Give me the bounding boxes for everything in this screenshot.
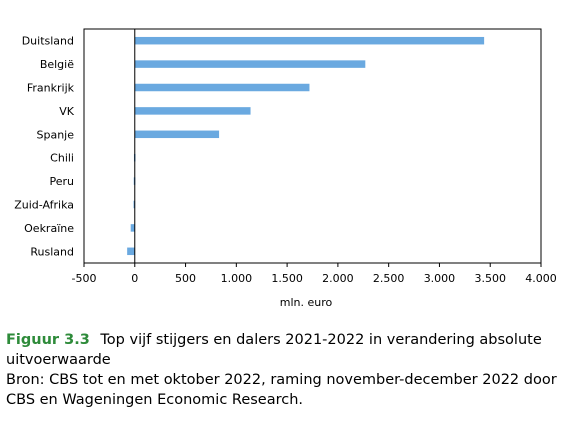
x-tick-label: 1.000: [221, 272, 253, 285]
category-label: Duitsland: [22, 35, 74, 48]
bar-duitsland: [134, 36, 485, 45]
category-label: Rusland: [30, 245, 74, 258]
bar-rusland: [127, 247, 135, 256]
x-tick-label: 3.500: [474, 272, 506, 285]
figure-caption: Figuur 3.3 Top vijf stijgers en dalers 2…: [6, 330, 566, 410]
bar-belgië: [134, 60, 366, 68]
x-tick-label: 1.500: [271, 272, 303, 285]
bar-spanje: [134, 130, 220, 139]
figure-source: Bron: CBS tot en met oktober 2022, ramin…: [6, 372, 557, 408]
x-axis-label: mln. euro: [280, 296, 333, 309]
figure-label: Figuur 3.3: [6, 332, 90, 348]
category-label: Oekraïne: [24, 222, 74, 235]
bar-frankrijk: [134, 83, 310, 92]
category-label: Zuid-Afrika: [14, 199, 74, 212]
category-label: Chili: [50, 152, 74, 165]
bar-oekraïne: [130, 224, 135, 232]
x-tick-label: 3.000: [424, 272, 456, 285]
x-tick-label: 0: [131, 272, 138, 285]
x-tick-label: -500: [72, 272, 97, 285]
figure-title: Top vijf stijgers en dalers 2021-2022 in…: [6, 332, 542, 368]
category-label: VK: [59, 105, 75, 118]
category-label: Frankrijk: [27, 82, 75, 95]
plot-frame: [83, 28, 542, 264]
caption-title-line: Figuur 3.3 Top vijf stijgers en dalers 2…: [6, 330, 566, 370]
x-tick-label: 4.000: [525, 272, 557, 285]
category-label: Spanje: [36, 128, 74, 141]
bar-chart: Duitsland België Frankrijk VK Spanje Chili Per…: [14, 28, 557, 309]
x-tick-label: 2.000: [322, 272, 354, 285]
x-tick-label: 2.500: [373, 272, 405, 285]
x-tick-label: 500: [175, 272, 196, 285]
category-label: België: [40, 58, 74, 71]
category-label: Peru: [49, 175, 74, 188]
bar-vk: [134, 107, 251, 115]
